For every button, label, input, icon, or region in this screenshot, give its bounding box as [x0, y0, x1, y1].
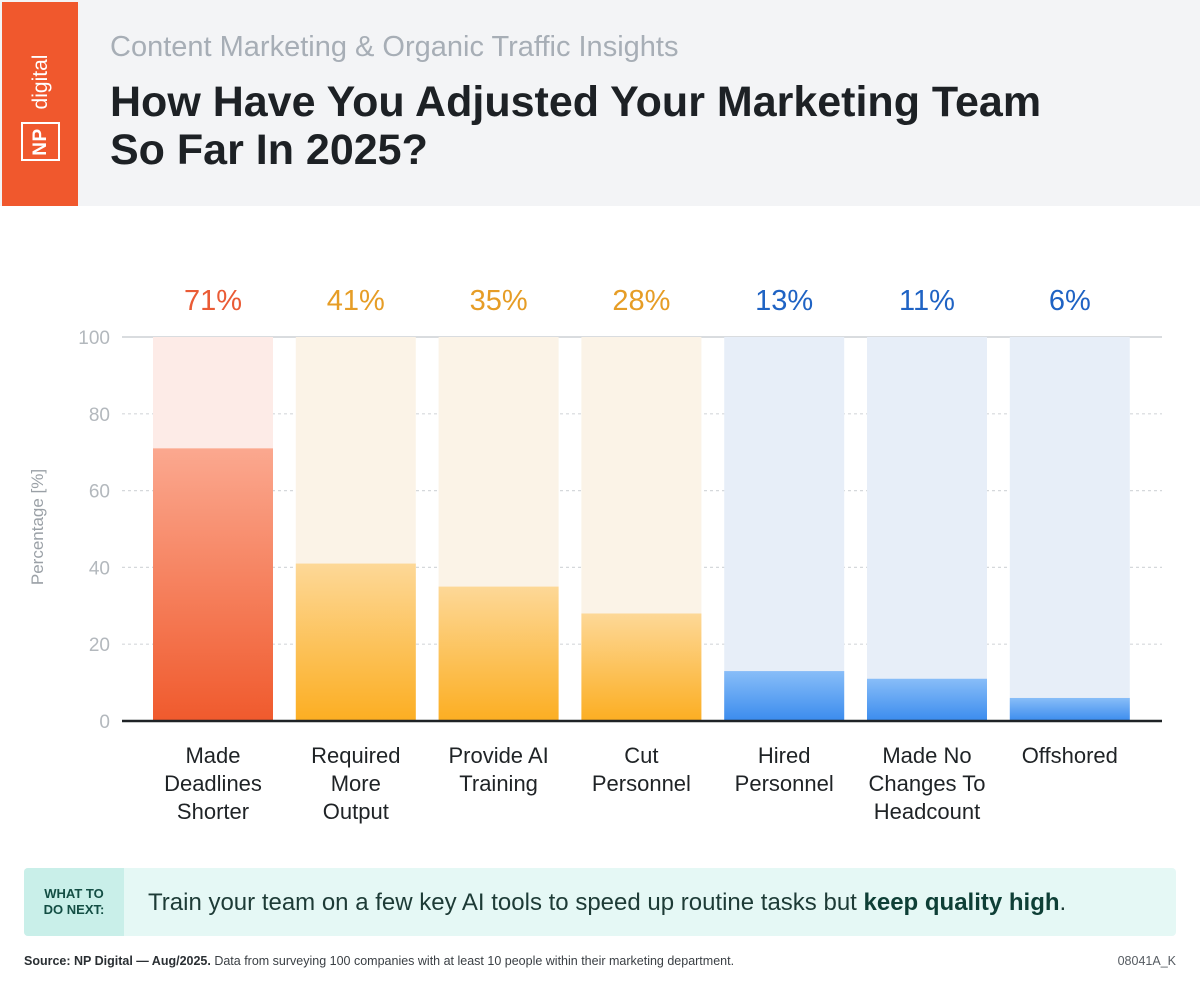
y-tick-label-20: 20	[89, 635, 110, 656]
value-label: 28%	[612, 285, 670, 317]
x-tick-label: Made Deadlines Shorter	[164, 743, 262, 824]
bar-background	[724, 337, 845, 721]
value-label: 13%	[755, 285, 813, 317]
next-text-end: .	[1059, 889, 1067, 916]
x-tick-label: Cut Personnel	[592, 743, 691, 796]
what-to-do-next-tag: WHAT TO DO NEXT:	[24, 868, 124, 936]
value-label: 6%	[1049, 285, 1091, 317]
bar	[438, 586, 559, 721]
page-title: How Have You Adjusted Your Marketing Tea…	[110, 78, 1170, 174]
bar	[581, 613, 702, 721]
what-to-do-next-text: Train your team on a few key AI tools to…	[148, 889, 1066, 917]
y-tick-label-40: 40	[89, 558, 110, 579]
what-to-do-next-tag-line2: DO NEXT:	[43, 902, 105, 917]
bar-background	[867, 337, 987, 721]
bar	[153, 448, 273, 721]
value-label: 41%	[327, 285, 385, 317]
x-tick-label: Hired Personnel	[735, 743, 834, 796]
x-tick-label: Made No Changes To Headcount	[868, 743, 985, 824]
bar	[1009, 697, 1130, 721]
page-title-line2: So Far In 2025?	[110, 126, 428, 174]
bar	[724, 671, 845, 721]
value-label: 35%	[470, 285, 528, 317]
source-note: Source: NP Digital — Aug/2025. Data from…	[24, 954, 734, 968]
page-subtitle: Content Marketing & Organic Traffic Insi…	[110, 31, 679, 63]
y-tick-label-60: 60	[89, 482, 110, 503]
value-label: 71%	[184, 285, 242, 317]
bar-chart: 0 20 40 60 80 100 71% Made Deadlines Shorter 41% Re…	[78, 285, 1162, 824]
source-note-bold: Source: NP Digital — Aug/2025.	[24, 954, 211, 968]
image-code: 08041A_K	[1117, 954, 1176, 968]
page-title-line1: How Have You Adjusted Your Marketing Tea…	[110, 78, 1042, 126]
value-label: 11%	[899, 285, 955, 317]
y-tick-label-0: 0	[99, 712, 110, 733]
what-to-do-next-tag-line1: WHAT TO	[44, 886, 104, 901]
header: NP digital Content Marketing & Organic T…	[0, 0, 1200, 206]
x-tick-label: Offshored	[1022, 743, 1118, 768]
bar	[867, 678, 987, 721]
source-note-text: Data from surveying 100 companies with a…	[210, 954, 735, 968]
next-text-bold: keep quality high	[863, 889, 1060, 916]
x-tick-label: Required More Output	[311, 743, 400, 824]
brand-logo-box	[21, 122, 60, 161]
y-tick-label-100: 100	[78, 328, 110, 349]
brand-digital-text: digital	[29, 54, 52, 110]
brand-logo: NP digital	[2, 2, 78, 206]
brand-np-text: NP	[30, 128, 51, 156]
y-tick-label-80: 80	[89, 405, 110, 426]
bar-background	[1009, 337, 1130, 721]
next-text-plain: Train your team on a few key AI tools to…	[148, 889, 864, 916]
x-tick-label: Provide AI Training	[448, 743, 548, 796]
bar	[295, 563, 416, 721]
what-to-do-next-box: WHAT TO DO NEXT: Train your team on a fe…	[24, 868, 1176, 936]
